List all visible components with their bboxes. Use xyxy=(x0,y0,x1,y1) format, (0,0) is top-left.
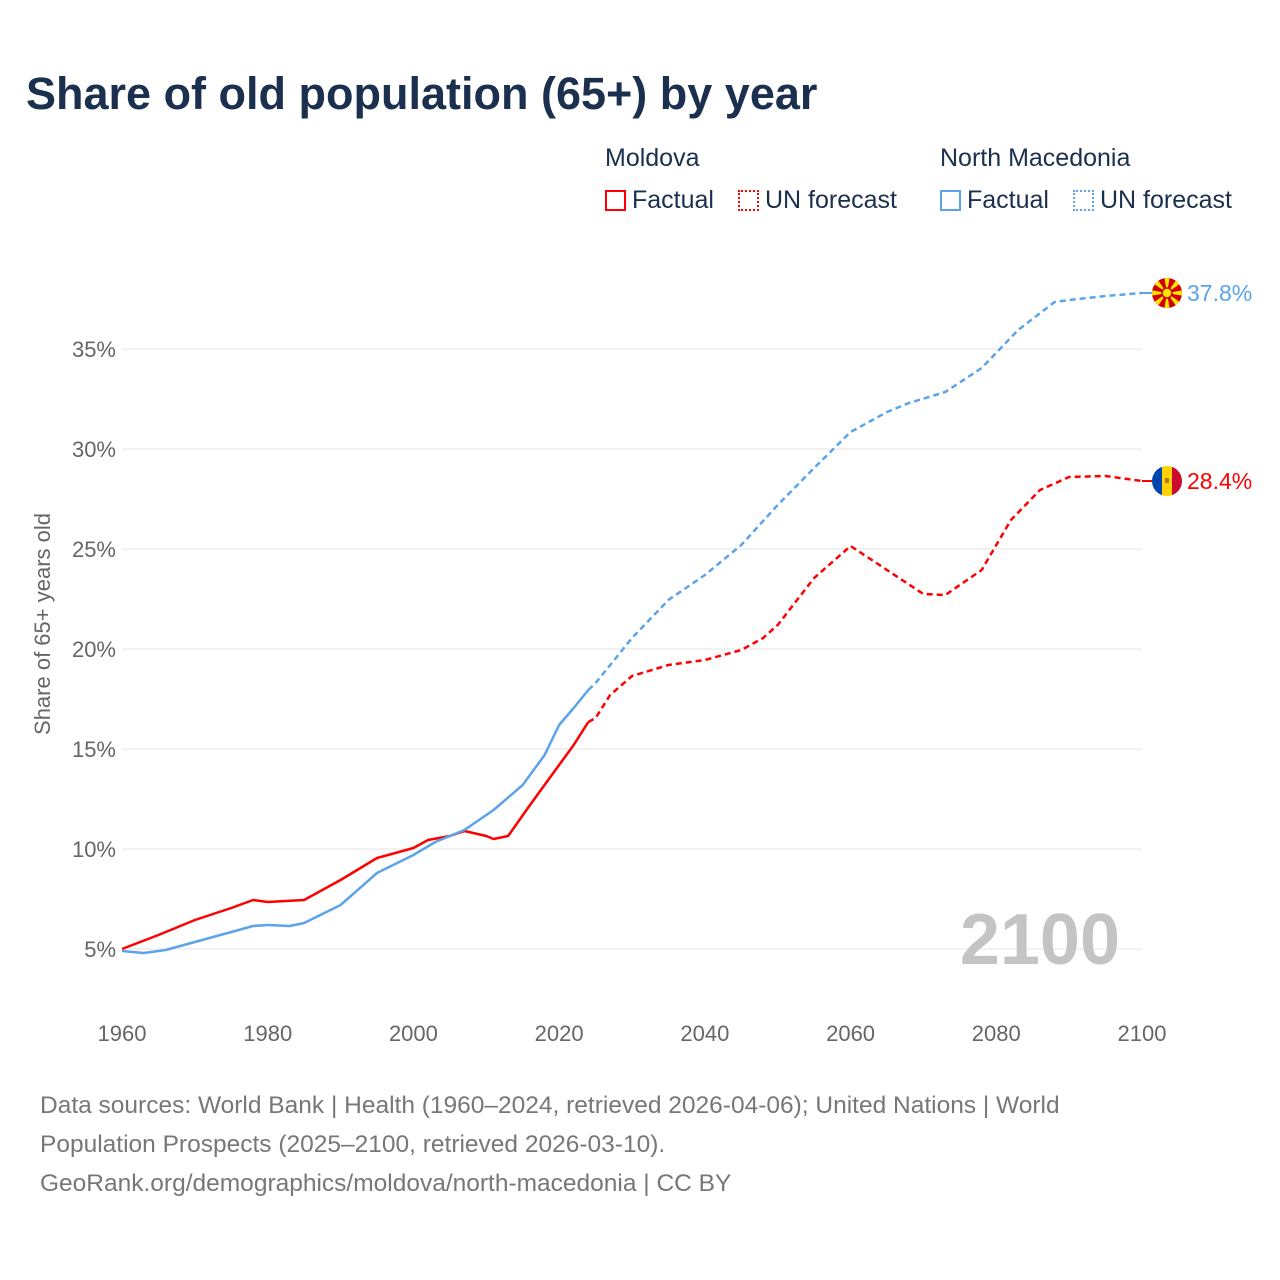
north-macedonia-flag-icon xyxy=(1152,278,1182,308)
series-line-factual-0 xyxy=(121,721,590,951)
legend-north-macedonia-factual[interactable]: Factual xyxy=(940,186,1049,215)
series-line-forecast-1 xyxy=(587,291,1143,691)
legend-swatch-solid xyxy=(605,190,626,211)
footer-sources-line2: Population Prospects (2025–2100, retriev… xyxy=(40,1131,666,1158)
y-tick-label: 20% xyxy=(72,637,116,662)
legend-swatch-solid xyxy=(940,190,961,211)
legend-group-north-macedonia: North Macedonia xyxy=(940,144,1131,172)
y-tick-label: 35% xyxy=(72,337,116,362)
series-line-forecast-0 xyxy=(587,474,1143,724)
y-tick-label: 30% xyxy=(72,437,116,462)
legend-label: UN forecast xyxy=(765,186,897,214)
chart-title: Share of old population (65+) by year xyxy=(26,68,818,119)
x-tick-label: 2000 xyxy=(389,1021,438,1046)
legend-swatch-dotted xyxy=(1073,190,1094,211)
y-tick-label: 15% xyxy=(72,737,116,762)
x-tick-label: 2060 xyxy=(826,1021,875,1046)
legend-group-moldova: Moldova xyxy=(605,144,700,172)
x-tick-label: 1960 xyxy=(98,1021,147,1046)
legend-moldova-forecast[interactable]: UN forecast xyxy=(738,186,897,215)
legend-label: Factual xyxy=(967,186,1049,214)
y-tick-label: 10% xyxy=(72,837,116,862)
y-tick-label: 25% xyxy=(72,537,116,562)
x-tick-label: 2020 xyxy=(535,1021,584,1046)
end-value-label: 28.4% xyxy=(1187,468,1252,494)
legend-swatch-dotted xyxy=(738,190,759,211)
legend-moldova-factual[interactable]: Factual xyxy=(605,186,714,215)
footer-sources-line1: Data sources: World Bank | Health (1960–… xyxy=(40,1092,1060,1119)
y-tick-label: 5% xyxy=(84,937,116,962)
x-tick-label: 2040 xyxy=(680,1021,729,1046)
legend-label: Factual xyxy=(632,186,714,214)
moldova-flag-icon xyxy=(1152,466,1182,496)
series-line-factual-1 xyxy=(121,689,590,955)
y-axis-label: Share of 65+ years old xyxy=(30,513,55,735)
legend-label: UN forecast xyxy=(1100,186,1232,214)
x-tick-label: 1980 xyxy=(243,1021,292,1046)
x-tick-label: 2100 xyxy=(1118,1021,1167,1046)
x-tick-label: 2080 xyxy=(972,1021,1021,1046)
year-watermark: 2100 xyxy=(960,900,1120,980)
end-value-label: 37.8% xyxy=(1187,280,1252,306)
footer: Data sources: World Bank | Health (1960–… xyxy=(40,1086,1060,1203)
legend-north-macedonia-forecast[interactable]: UN forecast xyxy=(1073,186,1232,215)
footer-credit[interactable]: GeoRank.org/demographics/moldova/north-m… xyxy=(40,1170,732,1197)
